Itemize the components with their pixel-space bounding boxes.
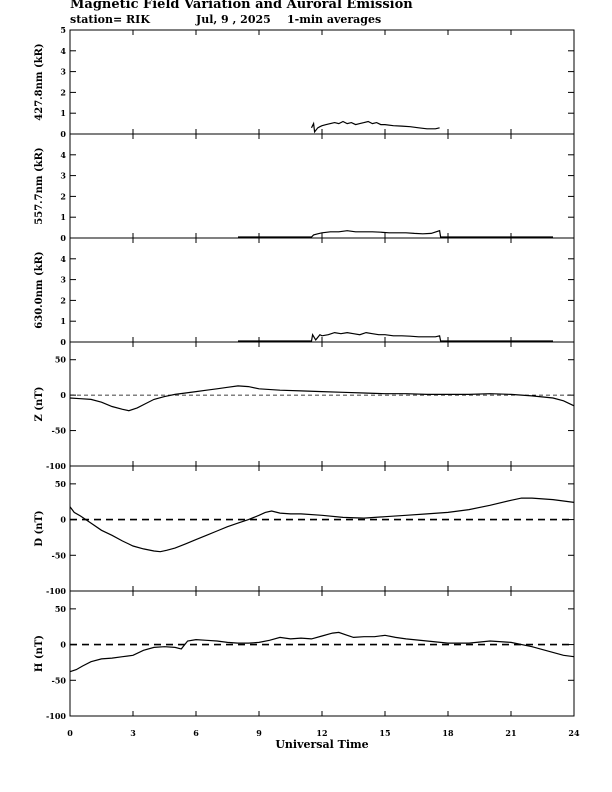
y-tick-label-z-nt: 50 <box>55 355 67 365</box>
panel-frame-427-8nm-kr <box>69 29 575 135</box>
panel-frame-d-nt <box>69 465 575 592</box>
series-line-h-nt <box>69 631 575 673</box>
x-tick-label: 24 <box>568 728 580 738</box>
y-tick-label-630-0nm-kr: 4 <box>60 254 66 264</box>
y-tick-label-427-8nm-kr: 5 <box>60 25 66 35</box>
x-tick-label: 3 <box>130 728 136 738</box>
y-tick-label-427-8nm-kr: 3 <box>60 67 66 77</box>
x-tick-label: 12 <box>316 728 327 738</box>
station-label: station= RIK <box>70 13 150 26</box>
y-tick-label-h-nt: 50 <box>55 604 67 614</box>
y-tick-label-557-7nm-kr: 1 <box>60 212 66 222</box>
panel-frame-h-nt <box>69 590 575 717</box>
y-tick-label-630-0nm-kr: 2 <box>60 295 66 305</box>
y-tick-label-h-nt: -100 <box>46 711 66 721</box>
y-tick-label-d-nt: 0 <box>60 515 66 525</box>
y-tick-label-427-8nm-kr: 0 <box>60 129 66 139</box>
y-tick-label-557-7nm-kr: 0 <box>60 233 66 243</box>
y-tick-label-d-nt: -50 <box>52 550 67 560</box>
y-axis-label-d-nt: D (nT) <box>34 510 45 546</box>
y-tick-label-h-nt: 0 <box>60 640 66 650</box>
x-tick-label: 0 <box>67 728 73 738</box>
y-tick-label-630-0nm-kr: 0 <box>60 337 66 347</box>
series-line-557-7nm-kr <box>238 229 553 238</box>
x-tick-label: 18 <box>442 728 454 738</box>
y-tick-label-427-8nm-kr: 4 <box>60 46 66 56</box>
y-tick-label-630-0nm-kr: 1 <box>60 316 66 326</box>
y-axis-label-z-nt: Z (nT) <box>34 387 45 422</box>
series-line-427-8nm-kr <box>310 120 440 134</box>
y-axis-label-427-8nm-kr: 427.8nm (kR) <box>34 43 45 120</box>
x-axis-label: Universal Time <box>275 738 368 751</box>
y-tick-label-z-nt: 0 <box>60 390 66 400</box>
x-tick-label: 9 <box>256 728 262 738</box>
y-tick-label-d-nt: -100 <box>46 586 66 596</box>
y-tick-label-h-nt: -50 <box>52 675 67 685</box>
x-tick-label: 15 <box>379 728 390 738</box>
y-axis-label-h-nt: H (nT) <box>34 635 45 672</box>
y-tick-label-427-8nm-kr: 2 <box>60 87 66 97</box>
y-tick-label-427-8nm-kr: 1 <box>60 108 66 118</box>
y-tick-label-z-nt: -100 <box>46 461 66 471</box>
y-tick-label-630-0nm-kr: 3 <box>60 275 66 285</box>
series-line-630-0nm-kr <box>238 331 553 342</box>
averaging-label: 1-min averages <box>287 13 382 26</box>
date-label: Jul, 9 , 2025 <box>196 13 271 26</box>
y-tick-label-557-7nm-kr: 4 <box>60 150 66 160</box>
y-axis-label-557-7nm-kr: 557.7nm (kR) <box>34 147 45 224</box>
x-tick-label: 21 <box>505 728 516 738</box>
y-tick-label-d-nt: 50 <box>55 479 67 489</box>
chart-title: Magnetic Field Variation and Auroral Emi… <box>70 0 413 12</box>
y-tick-label-557-7nm-kr: 2 <box>60 191 66 201</box>
y-tick-label-557-7nm-kr: 3 <box>60 171 66 181</box>
series-line-d-nt <box>69 497 575 553</box>
panel-frame-557-7nm-kr <box>69 133 575 239</box>
y-axis-label-630-0nm-kr: 630.0nm (kR) <box>34 251 45 328</box>
x-tick-label: 6 <box>193 728 199 738</box>
y-tick-label-z-nt: -50 <box>52 426 67 436</box>
series-line-z-nt <box>69 385 575 412</box>
panel-frame-630-0nm-kr <box>69 237 575 343</box>
